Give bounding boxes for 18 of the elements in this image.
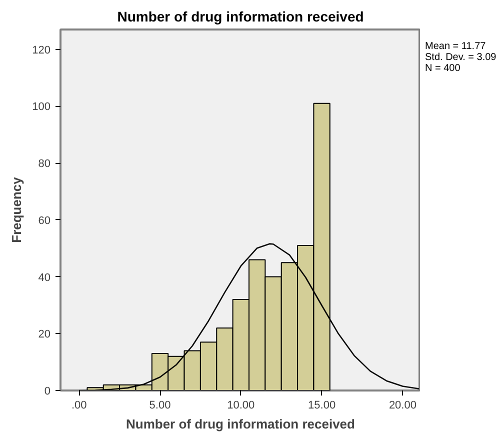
chart-title: Number of drug information received	[117, 8, 364, 24]
x-tick-label: 20.00	[388, 400, 416, 412]
x-tick-label: 5.00	[149, 400, 171, 412]
x-tick-label: .00	[71, 400, 87, 412]
y-tick-label: 0	[44, 386, 51, 398]
y-tick-label: 60	[38, 214, 51, 227]
y-tick-label: 20	[38, 328, 51, 341]
x-axis-title: Number of drug information received	[126, 416, 356, 432]
y-tick-label: 40	[38, 272, 51, 284]
y-tick-label: 100	[32, 101, 51, 114]
text: Mean = 11.77	[425, 41, 486, 52]
y-tick-label: 80	[38, 158, 51, 170]
text: N = 400	[425, 63, 460, 74]
y-axis-title: Frequency	[9, 176, 24, 243]
x-tick-label: 10.00	[227, 400, 255, 412]
text: Std. Dev. = 3.09	[425, 52, 496, 63]
y-tick-label: 120	[32, 44, 51, 56]
x-tick-label: 15.00	[308, 400, 336, 412]
